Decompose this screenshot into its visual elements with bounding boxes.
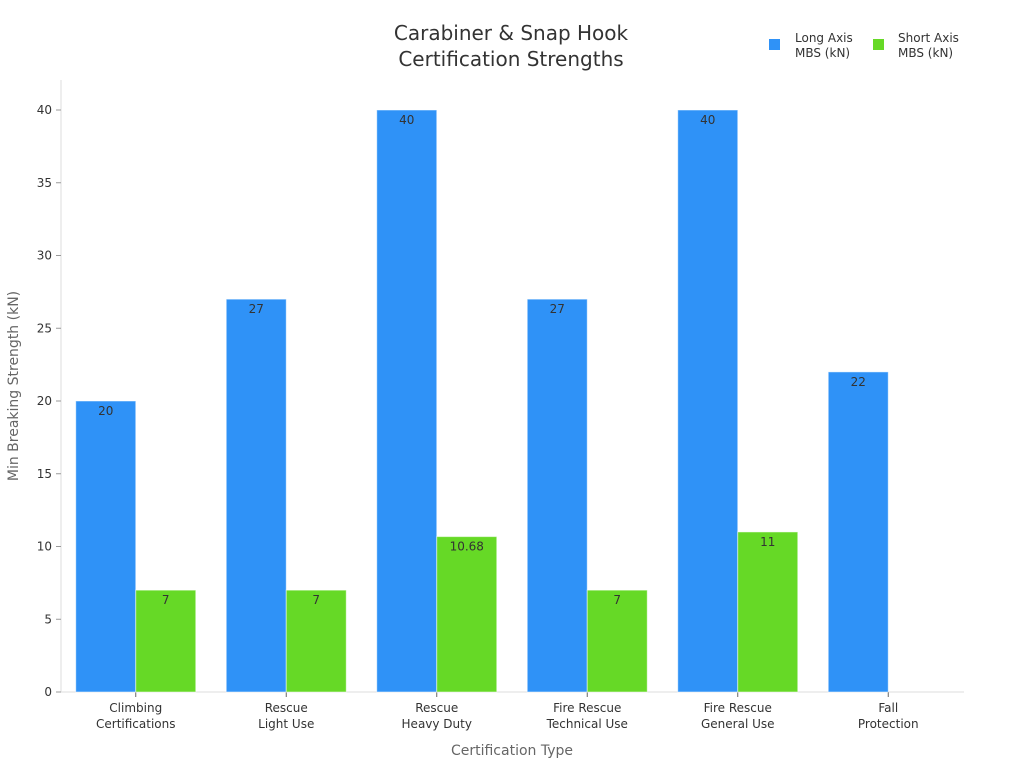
x-tick-label: Heavy Duty (402, 717, 472, 731)
legend-swatch-short-axis (873, 39, 884, 50)
x-tick-label: Fall (878, 701, 898, 715)
legend-item-long-axis[interactable]: Long Axis MBS (kN) (769, 31, 853, 60)
data-label: 20 (98, 404, 113, 418)
x-tick-label: Protection (858, 717, 919, 731)
y-axis-ticks: 0 5 10 15 20 25 30 35 40 (37, 103, 61, 699)
y-tick-label: 25 (37, 321, 52, 335)
legend-item-short-axis[interactable]: Short Axis MBS (kN) (873, 31, 959, 60)
x-tick-label: Fire Rescue (553, 701, 621, 715)
data-label: 27 (249, 302, 264, 316)
bar-short-axis[interactable] (737, 531, 799, 693)
x-tick-label: General Use (701, 717, 775, 731)
x-axis-title: Certification Type (451, 743, 573, 759)
x-tick-label: Light Use (258, 717, 314, 731)
x-tick-label: Climbing (109, 701, 162, 715)
y-tick-label: 0 (44, 685, 52, 699)
bar-long-axis[interactable] (827, 371, 889, 693)
legend-label-short-axis-line-2: MBS (kN) (898, 46, 953, 60)
data-label: 27 (550, 302, 565, 316)
bar-short-axis[interactable] (586, 589, 648, 693)
data-label: 10.68 (450, 540, 484, 554)
bars (75, 109, 889, 693)
x-tick-label: Technical Use (546, 717, 628, 731)
data-label: 22 (851, 375, 866, 389)
legend-label-short-axis-line-1: Short Axis (898, 31, 959, 45)
y-tick-label: 30 (37, 249, 52, 263)
x-tick-label: Fire Rescue (704, 701, 772, 715)
y-tick-label: 10 (37, 540, 52, 554)
data-label: 40 (700, 113, 715, 127)
bar-long-axis[interactable] (75, 400, 137, 693)
bar-long-axis[interactable] (526, 298, 588, 693)
legend: Long Axis MBS (kN) Short Axis MBS (kN) (769, 31, 959, 60)
chart-title-line-1: Carabiner & Snap Hook (394, 21, 629, 45)
legend-label-long-axis-line-2: MBS (kN) (795, 46, 850, 60)
data-label: 7 (162, 593, 170, 607)
chart-title: Carabiner & Snap Hook Certification Stre… (394, 21, 629, 71)
y-tick-label: 35 (37, 176, 52, 190)
y-tick-label: 5 (44, 612, 52, 626)
chart-title-line-2: Certification Strengths (398, 47, 623, 71)
bar-long-axis[interactable] (677, 109, 739, 693)
data-label: 7 (312, 593, 320, 607)
y-tick-label: 20 (37, 394, 52, 408)
bar-short-axis[interactable] (285, 589, 347, 693)
data-label: 7 (613, 593, 621, 607)
axes: 0 5 10 15 20 25 30 35 40 Climbing Certifications R… (6, 80, 964, 759)
x-tick-label: Rescue (415, 701, 458, 715)
bar-short-axis[interactable] (135, 589, 197, 693)
bar-short-axis[interactable] (436, 536, 498, 693)
data-labels: 20 7 27 7 40 10.68 27 7 40 11 22 (98, 113, 866, 607)
bar-long-axis[interactable] (376, 109, 438, 693)
y-axis-title: Min Breaking Strength (kN) (6, 291, 22, 481)
data-label: 40 (399, 113, 414, 127)
x-axis-ticks: Climbing Certifications Rescue Light Use Res… (96, 692, 919, 731)
x-tick-label: Certifications (96, 717, 175, 731)
bar-long-axis[interactable] (225, 298, 287, 693)
legend-swatch-long-axis (769, 39, 780, 50)
y-tick-label: 40 (37, 103, 52, 117)
legend-label-long-axis-line-1: Long Axis (795, 31, 853, 45)
x-tick-label: Rescue (265, 701, 308, 715)
data-label: 11 (760, 535, 775, 549)
y-tick-label: 15 (37, 467, 52, 481)
